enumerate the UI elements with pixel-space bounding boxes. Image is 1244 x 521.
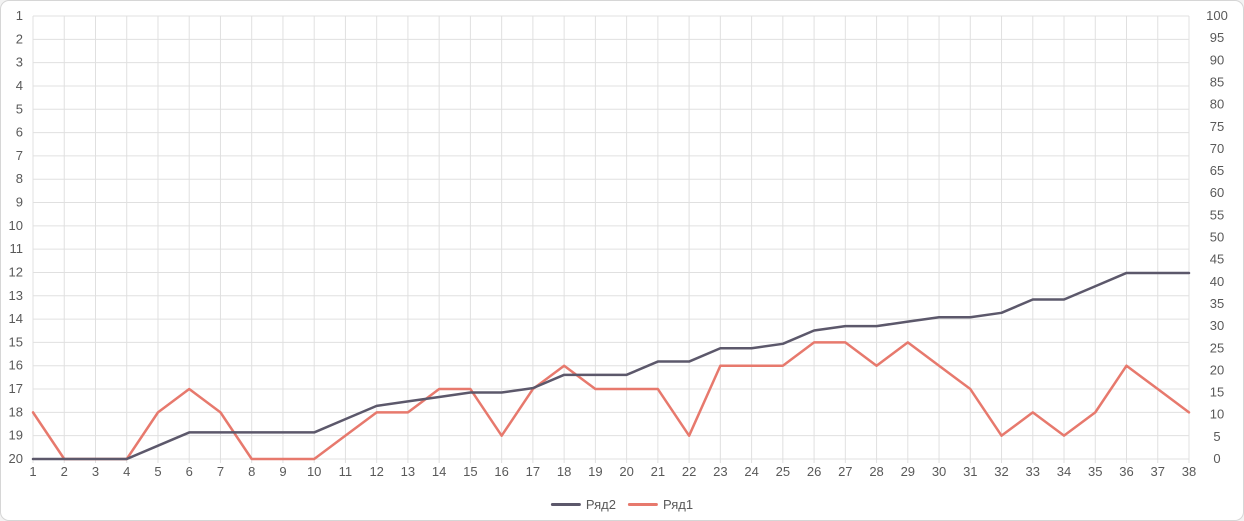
x-axis-tick-label: 3 [92, 464, 99, 479]
right-axis-tick-label: 50 [1210, 230, 1224, 245]
x-axis-tick-label: 15 [463, 464, 477, 479]
x-axis-tick-label: 27 [838, 464, 852, 479]
right-axis-tick-label: 75 [1210, 119, 1224, 134]
right-axis-tick-label: 65 [1210, 163, 1224, 178]
right-axis-tick-label: 90 [1210, 52, 1224, 67]
x-axis-tick-label: 29 [901, 464, 915, 479]
right-axis-tick-label: 55 [1210, 207, 1224, 222]
x-axis-tick-label: 34 [1057, 464, 1071, 479]
x-axis-tick-label: 10 [307, 464, 321, 479]
x-axis-tick-label: 6 [186, 464, 193, 479]
x-axis-tick-label: 28 [869, 464, 883, 479]
right-axis-tick-label: 85 [1210, 74, 1224, 89]
series2-line-swatch [550, 503, 581, 506]
left-axis-tick-label: 19 [9, 428, 23, 443]
left-axis-tick-label: 12 [9, 264, 23, 279]
left-axis-tick-label: 20 [9, 451, 23, 466]
left-axis-tick-label: 18 [9, 404, 23, 419]
legend-item-series2: Ряд2 [550, 497, 616, 512]
x-axis-tick-label: 37 [1151, 464, 1165, 479]
right-axis-tick-label: 45 [1210, 252, 1224, 267]
right-axis-tick-label: 100 [1206, 8, 1228, 23]
left-axis-tick-label: 2 [16, 31, 23, 46]
x-axis-tick-label: 4 [123, 464, 130, 479]
x-axis-tick-label: 11 [339, 464, 353, 479]
x-axis-tick-label: 13 [401, 464, 415, 479]
x-axis-tick-label: 33 [1026, 464, 1040, 479]
right-axis-tick-label: 60 [1210, 185, 1224, 200]
x-axis-tick-label: 25 [776, 464, 790, 479]
x-axis-tick-label: 22 [682, 464, 696, 479]
chart-legend: Ряд2 Ряд1 [550, 497, 693, 512]
x-axis-tick-label: 18 [557, 464, 571, 479]
series-line-ряд1 [31, 341, 1191, 461]
x-axis-tick-label: 17 [526, 464, 540, 479]
right-axis-tick-label: 10 [1210, 407, 1224, 422]
x-axis-tick-label: 19 [588, 464, 602, 479]
x-axis-tick-label: 12 [369, 464, 383, 479]
left-axis-tick-label: 15 [9, 334, 23, 349]
left-axis-tick-label: 5 [16, 101, 23, 116]
left-axis-tick-label: 1 [16, 8, 23, 23]
right-axis-tick-label: 35 [1210, 296, 1224, 311]
left-axis-tick-label: 3 [16, 55, 23, 70]
left-axis-tick-label: 11 [10, 241, 24, 256]
left-axis-tick-label: 9 [16, 195, 23, 210]
x-axis-tick-label: 9 [279, 464, 286, 479]
x-axis-tick-label: 38 [1182, 464, 1196, 479]
right-axis-tick-label: 95 [1210, 30, 1224, 45]
x-axis-tick-label: 32 [994, 464, 1008, 479]
x-axis-tick-label: 2 [61, 464, 68, 479]
x-axis-tick-label: 36 [1119, 464, 1133, 479]
x-axis-tick-label: 14 [432, 464, 446, 479]
left-axis-tick-label: 10 [9, 218, 23, 233]
legend-label-series2: Ряд2 [585, 497, 616, 512]
x-axis-tick-label: 26 [807, 464, 821, 479]
x-axis-tick-label: 20 [619, 464, 633, 479]
right-axis-tick-label: 15 [1210, 385, 1224, 400]
vertical-gridlines [32, 16, 1190, 463]
left-axis-tick-label: 8 [16, 171, 23, 186]
right-axis-tick-label: 0 [1213, 451, 1220, 466]
horizontal-gridlines [33, 15, 1189, 460]
right-axis-labels: 0 5 10 15 20 25 30 35 40 45 50 55 60 65 70 75 80 85 90 95 10… [1206, 8, 1228, 466]
right-axis-tick-label: 80 [1210, 97, 1224, 112]
left-axis-tick-label: 7 [16, 148, 23, 163]
legend-item-series1: Ряд1 [628, 498, 693, 511]
legend-label-series1: Ряд1 [663, 497, 694, 512]
left-axis-tick-label: 16 [9, 358, 23, 373]
right-axis-tick-label: 20 [1210, 362, 1224, 377]
right-axis-tick-label: 70 [1210, 141, 1224, 156]
left-axis-tick-label: 4 [16, 78, 23, 93]
x-axis-tick-label: 30 [932, 464, 946, 479]
left-axis-tick-label: 13 [9, 288, 23, 303]
x-axis-tick-label: 8 [248, 464, 255, 479]
right-axis-tick-label: 40 [1210, 274, 1224, 289]
right-axis-tick-label: 5 [1213, 429, 1220, 444]
x-axis-tick-label: 31 [963, 464, 977, 479]
x-axis-tick-label: 35 [1088, 464, 1102, 479]
right-axis-tick-label: 30 [1210, 318, 1224, 333]
series-line-ряд2 [31, 271, 1191, 461]
x-axis-tick-label: 24 [744, 464, 758, 479]
left-axis-tick-label: 6 [16, 125, 23, 140]
x-axis-tick-label: 5 [154, 464, 161, 479]
left-axis-tick-label: 14 [9, 311, 23, 326]
x-axis-tick-label: 21 [651, 464, 665, 479]
x-axis-tick-label: 1 [29, 464, 36, 479]
x-axis-tick-label: 23 [713, 464, 727, 479]
right-axis-tick-label: 25 [1210, 340, 1224, 355]
series1-line-swatch [628, 503, 658, 506]
x-axis-labels: 1 2 3 4 5 6 7 8 9 10 11 12 13 14 15 16 17 18 19 20 21 22 23 24 2… [29, 464, 1196, 479]
x-axis-tick-label: 16 [494, 464, 508, 479]
left-axis-tick-label: 17 [9, 381, 23, 396]
x-axis-tick-label: 7 [217, 464, 224, 479]
